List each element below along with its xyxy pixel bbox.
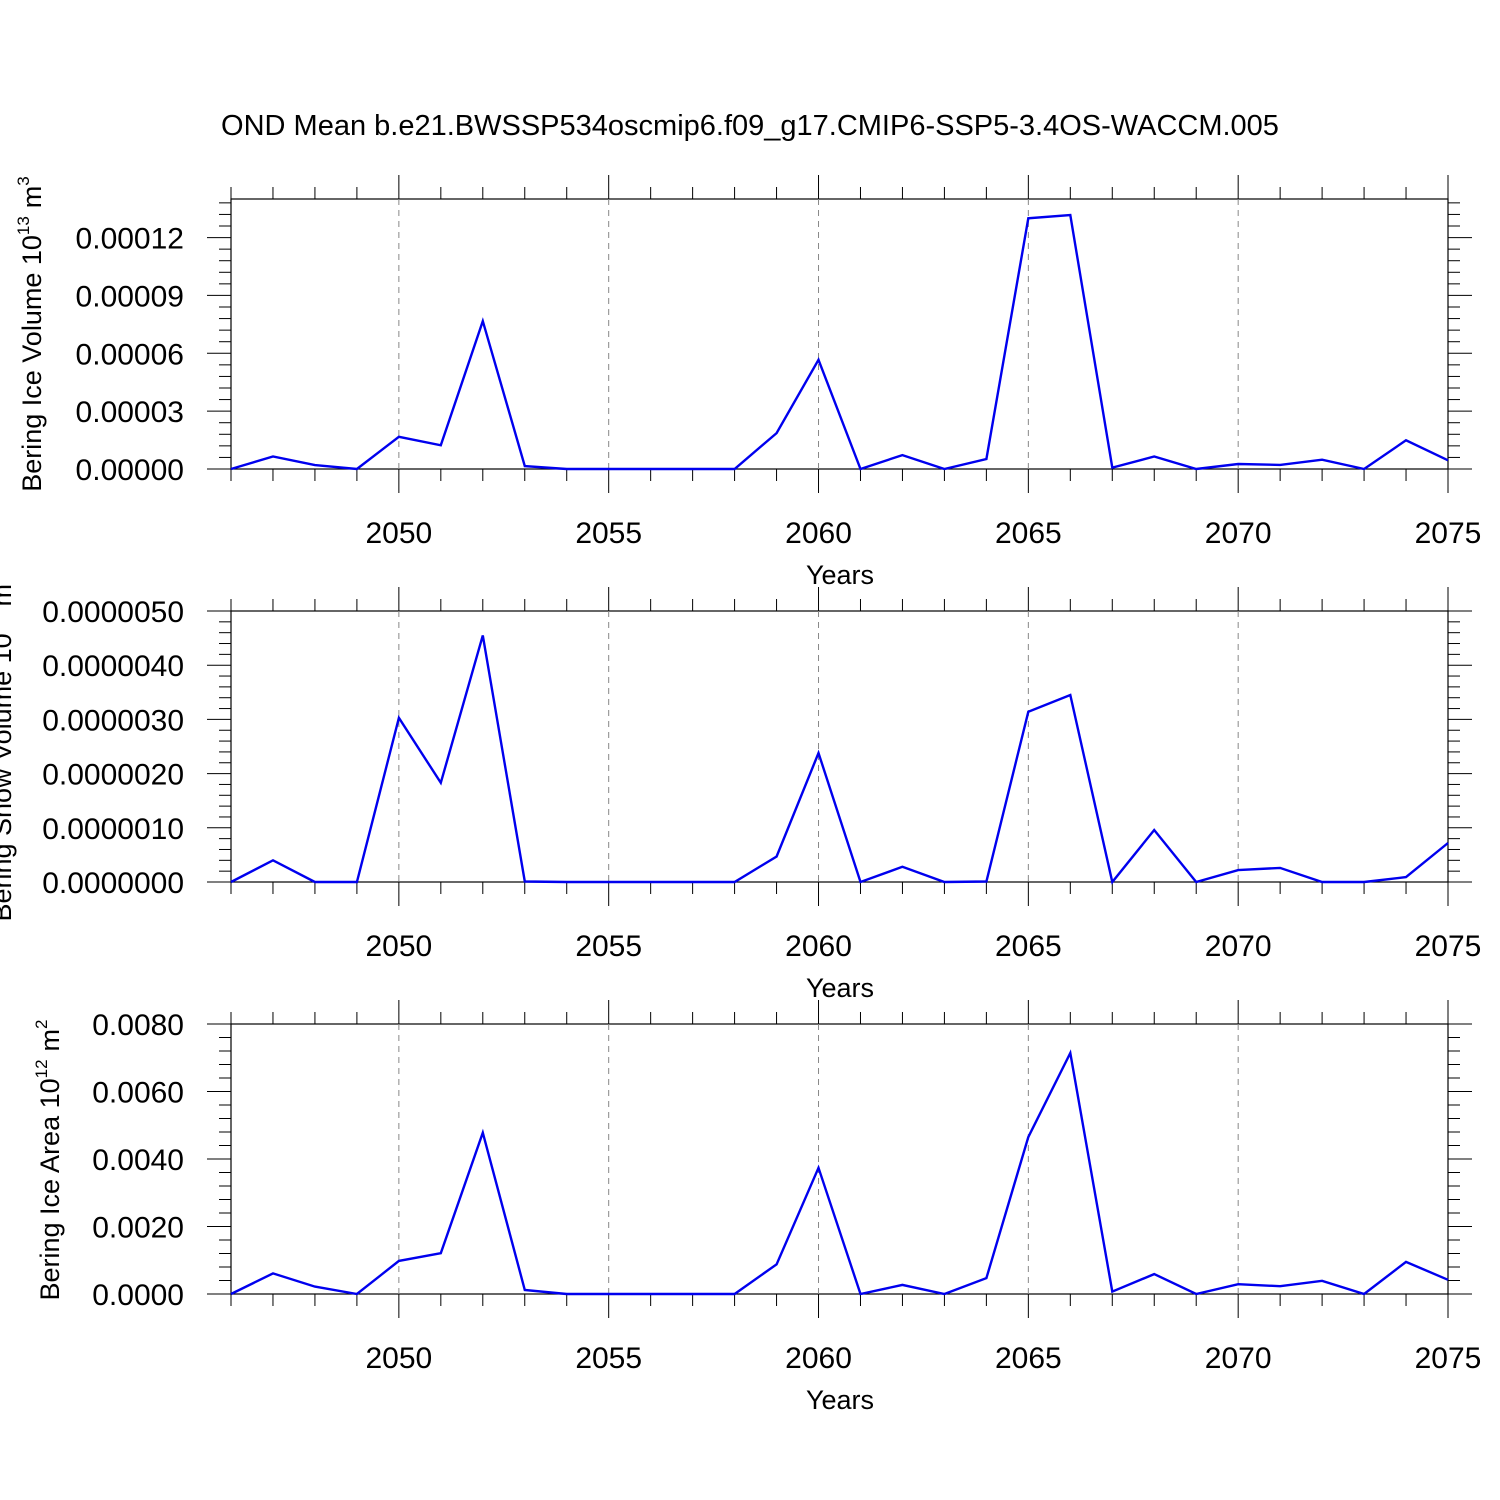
ylabel-text: Bering Ice Volume 10: [17, 235, 47, 492]
y-tick-label: 0.0080: [92, 1009, 184, 1042]
x-tick-label: 2060: [785, 1342, 852, 1375]
x-tick-label: 2075: [1415, 517, 1482, 550]
x-tick-label: 2050: [365, 930, 432, 963]
y-tick-label: 0.0000050: [42, 596, 184, 629]
plot-frame: [230, 610, 1449, 883]
y-tick-label: 0.0000010: [42, 813, 184, 846]
y-tick-label: 0.00009: [76, 280, 184, 313]
ylabel-exponent: 13: [0, 614, 3, 633]
series-line: [230, 635, 1449, 885]
y-tick-label: 0.0020: [92, 1212, 184, 1245]
ylabel-unit-exponent: 2: [32, 1019, 51, 1028]
ylabel-text: Bering Ice Area 10: [35, 1078, 65, 1300]
x-tick-label: 2055: [575, 517, 642, 550]
ylabel-unit-exponent: 3: [14, 176, 33, 185]
y-tick-label: 0.00006: [76, 338, 184, 371]
plot-frame: [230, 198, 1449, 470]
ylabel-unit-exponent: 3: [0, 574, 3, 583]
ylabel-snow-volume: Bering Snow Volume 1013 m3: [0, 574, 17, 921]
x-tick-label: 2060: [785, 517, 852, 550]
y-tick-label: 0.0000: [92, 1279, 184, 1312]
figure-title: OND Mean b.e21.BWSSP534oscmip6.f09_g17.C…: [221, 110, 1279, 142]
ylabel-exponent: 13: [14, 216, 33, 235]
x-tick-label: 2065: [995, 517, 1062, 550]
ylabel-unit: m: [17, 186, 47, 209]
y-tick-label: 0.0000030: [42, 704, 184, 737]
x-tick-label: 2070: [1205, 930, 1272, 963]
x-tick-label: 2055: [575, 930, 642, 963]
y-tick-label: 0.0000040: [42, 650, 184, 683]
y-tick-label: 0.0060: [92, 1077, 184, 1110]
xlabel-snow-volume: Years: [806, 973, 874, 1003]
series-line: [230, 1049, 1449, 1296]
x-tick-label: 2060: [785, 930, 852, 963]
x-tick-label: 2065: [995, 1342, 1062, 1375]
x-tick-label: 2070: [1205, 1342, 1272, 1375]
ylabel-ice-area: Bering Ice Area 1012 m2: [32, 1019, 65, 1300]
plot-frame: [230, 1023, 1449, 1295]
x-tick-label: 2075: [1415, 1342, 1482, 1375]
panel-snow-volume: Bering Snow Volume 1013 m3 Years 2050 2055…: [0, 574, 1481, 1003]
y-tick-label: 0.00000: [76, 454, 184, 487]
panel-ice-area: Bering Ice Area 1012 m2 Years 2050 2055 206…: [32, 1000, 1481, 1415]
panel-ice-volume: Bering Ice Volume 1013 m3 Years 2050 2055 2…: [14, 175, 1481, 590]
ylabel-exponent: 12: [32, 1059, 51, 1078]
xlabel-ice-volume: Years: [806, 560, 874, 590]
ylabel-unit: m: [35, 1029, 65, 1052]
series-line: [230, 213, 1449, 471]
x-tick-label: 2075: [1415, 930, 1482, 963]
y-tick-label: 0.00012: [76, 223, 184, 256]
x-tick-label: 2055: [575, 1342, 642, 1375]
x-tick-label: 2050: [365, 517, 432, 550]
ylabel-text: Bering Snow Volume 10: [0, 633, 17, 921]
xlabel-ice-area: Years: [806, 1385, 874, 1415]
ylabel-unit: m: [0, 584, 17, 607]
x-tick-label: 2065: [995, 930, 1062, 963]
x-tick-label: 2050: [365, 1342, 432, 1375]
y-tick-label: 0.0040: [92, 1144, 184, 1177]
x-tick-label: 2070: [1205, 517, 1272, 550]
ylabel-ice-volume: Bering Ice Volume 1013 m3: [14, 176, 47, 492]
y-tick-label: 0.0000000: [42, 867, 184, 900]
y-tick-label: 0.00003: [76, 396, 184, 429]
y-tick-label: 0.0000020: [42, 759, 184, 792]
